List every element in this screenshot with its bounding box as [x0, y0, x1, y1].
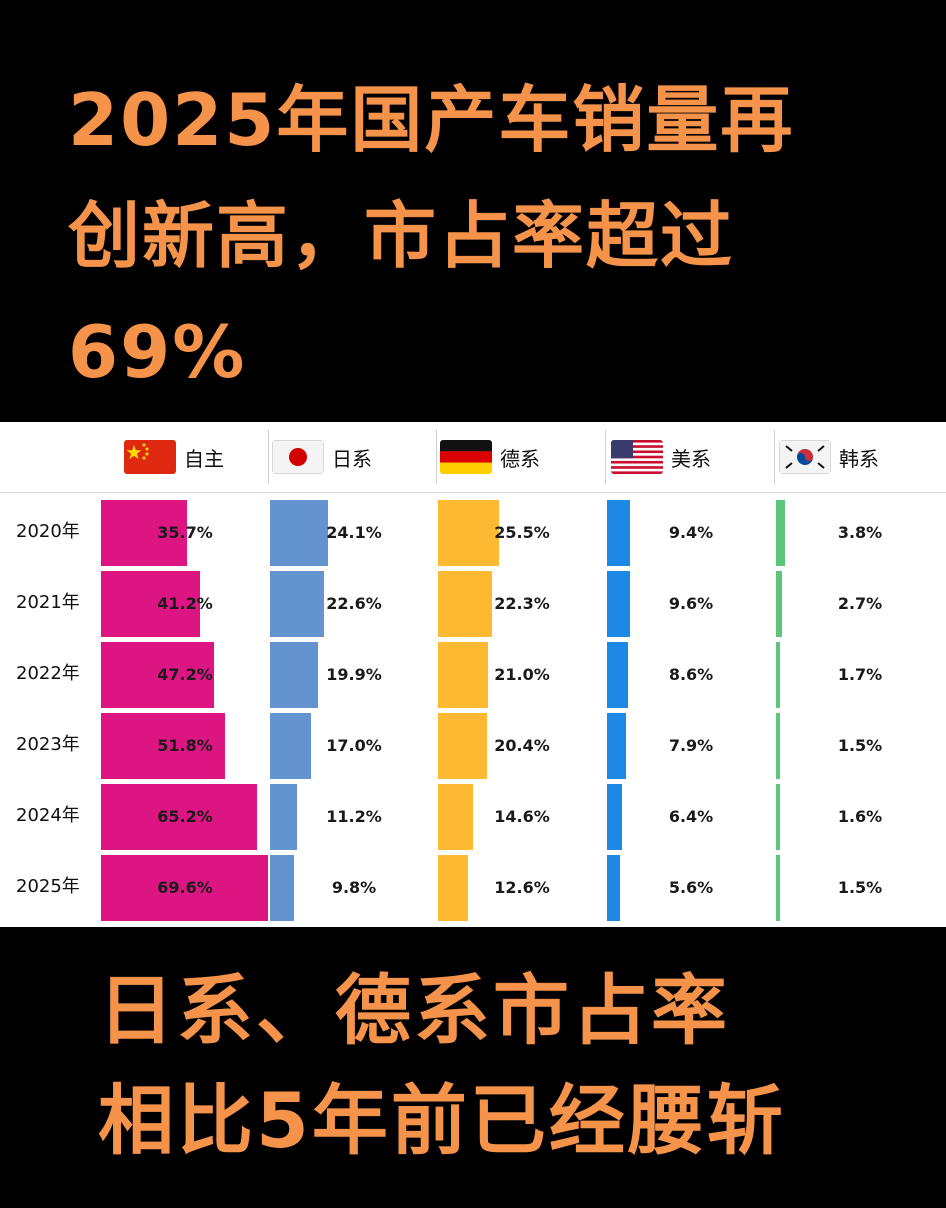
bar	[270, 500, 328, 566]
bar	[101, 642, 215, 708]
bar	[776, 784, 780, 850]
header-separator	[774, 430, 775, 484]
data-label: 41.2%	[157, 594, 213, 613]
series-label: 自主	[184, 446, 224, 471]
footer-caption: 日系、德系市占率 相比5年前已经腰斩	[98, 956, 938, 1176]
data-label: 14.6%	[494, 807, 550, 826]
usa-flag-icon	[611, 440, 663, 474]
bar	[438, 642, 489, 708]
china-flag-icon	[124, 440, 176, 474]
bar	[776, 713, 780, 779]
headline-line-1: 2025年国产车销量再	[68, 78, 795, 162]
bar	[101, 500, 187, 566]
data-label: 3.8%	[837, 523, 883, 542]
bar	[101, 855, 269, 921]
bar	[101, 713, 226, 779]
japan-flag-icon	[272, 440, 324, 474]
header-separator	[268, 430, 269, 484]
series-label: 日系	[332, 446, 372, 471]
headline-line-3: 69%	[68, 310, 247, 394]
data-label: 24.1%	[326, 523, 382, 542]
data-label: 19.9%	[326, 665, 382, 684]
bar	[607, 855, 621, 921]
data-label: 22.6%	[326, 594, 382, 613]
data-label: 7.9%	[668, 736, 714, 755]
data-label: 25.5%	[494, 523, 550, 542]
bar	[438, 855, 469, 921]
header-cell-4: 美系	[611, 422, 711, 492]
germany-flag-icon	[440, 440, 492, 474]
header-cell-1: 自主	[124, 422, 224, 492]
series-label: 韩系	[839, 446, 879, 471]
bar	[607, 571, 631, 637]
header-cell-3: 德系	[440, 422, 540, 492]
bar	[607, 784, 623, 850]
data-label: 9.6%	[668, 594, 714, 613]
table-header: 自主 日系 德系 美系 韩系	[0, 422, 946, 493]
header-separator	[436, 430, 437, 484]
data-label: 9.8%	[331, 878, 377, 897]
series-label: 德系	[500, 446, 540, 471]
data-label: 21.0%	[494, 665, 550, 684]
data-label: 8.6%	[668, 665, 714, 684]
data-label: 22.3%	[494, 594, 550, 613]
bar	[607, 642, 628, 708]
data-label: 47.2%	[157, 665, 213, 684]
header-cell-5: 韩系	[779, 422, 879, 492]
headline-line-2: 创新高，市占率超过	[68, 194, 735, 278]
bar	[101, 571, 200, 637]
data-label: 11.2%	[326, 807, 382, 826]
bar	[270, 784, 297, 850]
year-label: 2024年	[16, 805, 80, 826]
bar	[438, 500, 500, 566]
data-label: 65.2%	[157, 807, 213, 826]
data-label: 20.4%	[494, 736, 550, 755]
data-label: 1.6%	[837, 807, 883, 826]
header-cell-2: 日系	[272, 422, 372, 492]
year-label: 2021年	[16, 592, 80, 613]
bar	[776, 571, 783, 637]
market-share-table: 自主 日系 德系 美系 韩系 2020年 35.7% 24.1% 25.5% 9.4% 3.8% 2…	[0, 422, 946, 927]
header-separator	[605, 430, 606, 484]
data-label: 12.6%	[494, 878, 550, 897]
bar	[776, 642, 781, 708]
series-label: 美系	[671, 446, 711, 471]
footer-line-2: 相比5年前已经腰斩	[98, 1076, 786, 1165]
bar	[438, 571, 492, 637]
data-label: 1.5%	[837, 736, 883, 755]
bar	[607, 713, 626, 779]
data-label: 1.7%	[837, 665, 883, 684]
data-label: 2.7%	[837, 594, 883, 613]
bar	[438, 713, 487, 779]
data-label: 69.6%	[157, 878, 213, 897]
bar	[270, 642, 318, 708]
data-label: 5.6%	[668, 878, 714, 897]
korea-flag-icon	[779, 440, 831, 474]
bar	[270, 713, 311, 779]
bar	[776, 855, 780, 921]
year-label: 2022年	[16, 663, 80, 684]
footer-line-1: 日系、德系市占率	[98, 966, 730, 1055]
bar	[270, 571, 325, 637]
bar	[101, 784, 258, 850]
data-label: 1.5%	[837, 878, 883, 897]
year-label: 2025年	[16, 876, 80, 897]
data-label: 6.4%	[668, 807, 714, 826]
data-label: 35.7%	[157, 523, 213, 542]
year-label: 2023年	[16, 734, 80, 755]
bar	[438, 784, 474, 850]
data-label: 9.4%	[668, 523, 714, 542]
bar	[607, 500, 630, 566]
bar	[270, 855, 294, 921]
headline: 2025年国产车销量再 创新高，市占率超过 69%	[68, 62, 928, 410]
bar	[776, 500, 786, 566]
data-label: 17.0%	[326, 736, 382, 755]
data-label: 51.8%	[157, 736, 213, 755]
year-label: 2020年	[16, 521, 80, 542]
